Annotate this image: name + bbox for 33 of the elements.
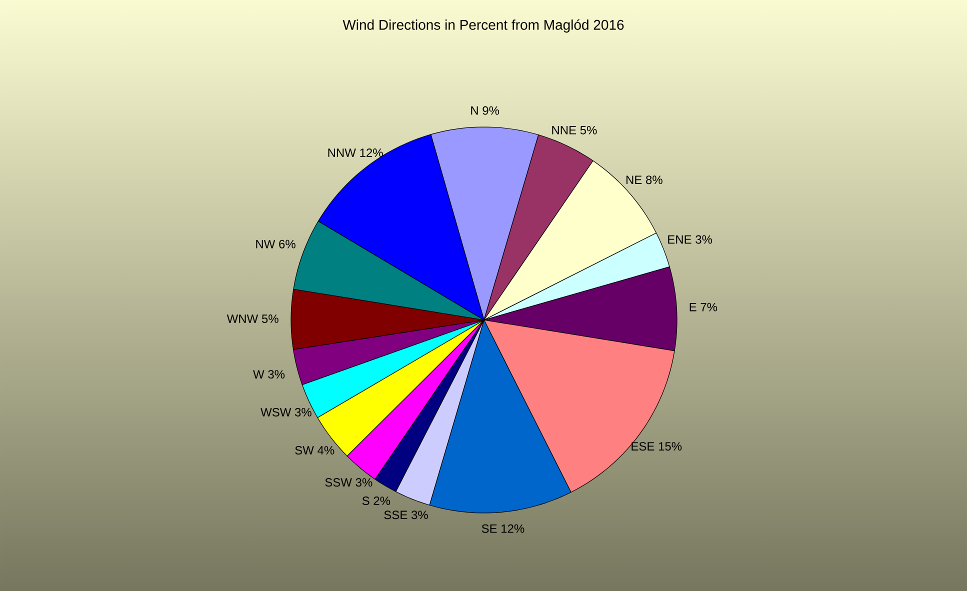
data-label: 12% <box>502 524 524 533</box>
data-label: 5% <box>262 314 278 323</box>
data-label: 5% <box>580 126 597 134</box>
chart-title: Wind Directions in Percent from Maglód 2016 <box>342 19 624 33</box>
slice-label: WNW <box>226 314 258 323</box>
slice-label: NNE <box>552 126 576 134</box>
slice-label: N <box>471 106 478 115</box>
slice-label: E <box>690 302 696 312</box>
slice-label: S <box>362 496 370 506</box>
slice-label: WSW <box>260 408 292 416</box>
slice-label: ENE <box>668 235 692 244</box>
data-label: 15% <box>658 442 682 451</box>
data-label: 3% <box>411 510 428 520</box>
data-label: 3% <box>268 370 285 379</box>
data-label: 3% <box>356 478 372 487</box>
slice-label: SSE <box>384 510 408 520</box>
data-label: 3% <box>294 408 312 416</box>
data-label: 7% <box>700 302 718 312</box>
data-label: 3% <box>696 235 712 244</box>
data-label: 2% <box>374 496 390 505</box>
slice-label: NNW <box>328 148 356 157</box>
slice-label: NW <box>256 240 276 248</box>
slice-label: NE <box>626 176 642 184</box>
data-label: 9% <box>482 106 500 115</box>
slice-label: W <box>253 370 264 378</box>
slice-label: SW <box>295 446 314 455</box>
slice-label: SE <box>482 524 497 533</box>
data-label: 12% <box>360 148 383 157</box>
slice-label: SSW <box>325 478 352 487</box>
slice-label: ESE <box>632 442 654 451</box>
data-label: 6% <box>279 240 296 248</box>
data-label: 4% <box>318 446 334 454</box>
data-label: 8% <box>646 176 662 184</box>
